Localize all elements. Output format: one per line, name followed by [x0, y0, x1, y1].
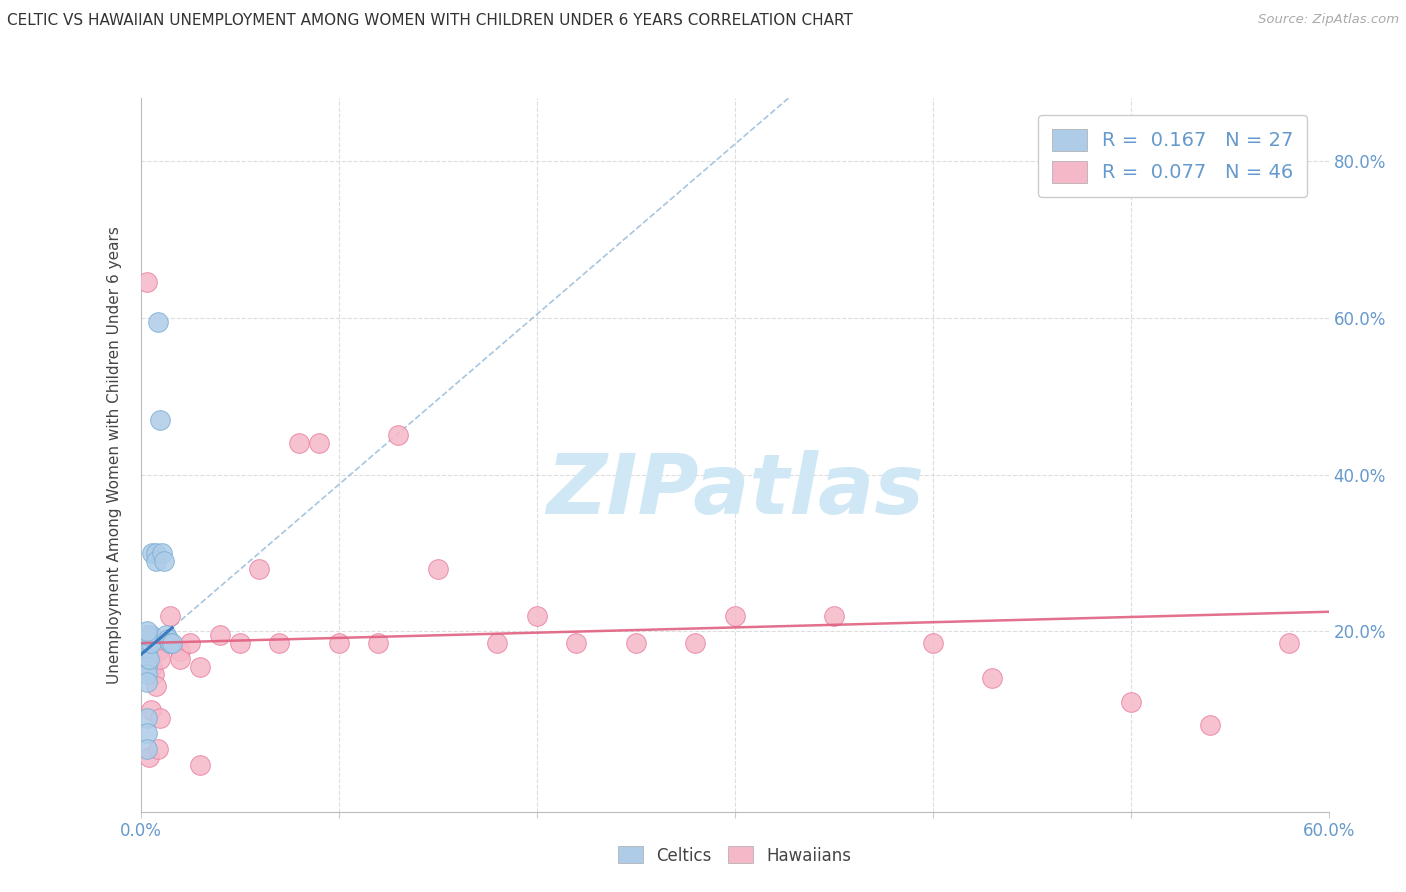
Point: [135, 711, 157, 725]
Point: [135, 742, 157, 756]
Point: [269, 636, 291, 650]
Point: [135, 726, 157, 740]
Point: [141, 546, 163, 560]
Point: [1278, 636, 1301, 650]
Point: [135, 624, 157, 639]
Text: CELTIC VS HAWAIIAN UNEMPLOYMENT AMONG WOMEN WITH CHILDREN UNDER 6 YEARS CORRELAT: CELTIC VS HAWAIIAN UNEMPLOYMENT AMONG WO…: [7, 13, 853, 29]
Point: [139, 636, 162, 650]
Point: [247, 561, 270, 575]
Point: [139, 703, 162, 717]
Point: [135, 636, 157, 650]
Point: [159, 608, 181, 623]
Point: [188, 757, 211, 772]
Point: [135, 659, 157, 673]
Point: [143, 644, 166, 658]
Point: [143, 667, 166, 681]
Text: ZIPatlas: ZIPatlas: [546, 450, 924, 531]
Point: [141, 659, 163, 673]
Point: [150, 546, 173, 560]
Point: [723, 608, 745, 623]
Point: [228, 636, 250, 650]
Point: [1119, 695, 1142, 709]
Point: [921, 636, 943, 650]
Point: [149, 412, 172, 426]
Point: [145, 554, 167, 568]
Point: [526, 608, 548, 623]
Point: [159, 636, 181, 650]
Point: [145, 636, 167, 650]
Point: [486, 636, 509, 650]
Point: [981, 672, 1004, 686]
Point: [308, 436, 330, 450]
Point: [162, 636, 184, 650]
Legend: Celtics, Hawaiians: Celtics, Hawaiians: [612, 839, 858, 871]
Point: [139, 628, 162, 642]
Point: [387, 428, 409, 442]
Point: [148, 644, 170, 658]
Point: [159, 636, 181, 650]
Point: [135, 675, 157, 690]
Point: [683, 636, 706, 650]
Point: [145, 679, 167, 693]
Point: [138, 749, 160, 764]
Point: [565, 636, 588, 650]
Point: [367, 636, 389, 650]
Y-axis label: Unemployment Among Women with Children Under 6 years: Unemployment Among Women with Children U…: [107, 226, 122, 684]
Point: [138, 636, 160, 650]
Point: [208, 628, 231, 642]
Point: [135, 667, 157, 681]
Point: [157, 632, 180, 647]
Point: [179, 636, 201, 650]
Point: [426, 561, 449, 575]
Point: [135, 276, 157, 290]
Point: [169, 652, 191, 666]
Point: [149, 711, 172, 725]
Point: [169, 644, 191, 658]
Point: [145, 546, 167, 560]
Text: Source: ZipAtlas.com: Source: ZipAtlas.com: [1258, 13, 1399, 27]
Point: [153, 554, 176, 568]
Point: [624, 636, 647, 650]
Point: [135, 628, 157, 642]
Point: [328, 636, 350, 650]
Point: [138, 652, 160, 666]
Point: [188, 659, 211, 673]
Point: [135, 644, 157, 658]
Point: [141, 636, 163, 650]
Point: [288, 436, 311, 450]
Point: [823, 608, 845, 623]
Point: [148, 315, 170, 329]
Point: [1198, 718, 1220, 732]
Point: [149, 652, 172, 666]
Point: [148, 742, 170, 756]
Point: [135, 652, 157, 666]
Point: [134, 636, 156, 650]
Point: [138, 652, 160, 666]
Point: [139, 659, 162, 673]
Point: [155, 628, 177, 642]
Point: [135, 632, 157, 647]
Point: [135, 644, 157, 658]
